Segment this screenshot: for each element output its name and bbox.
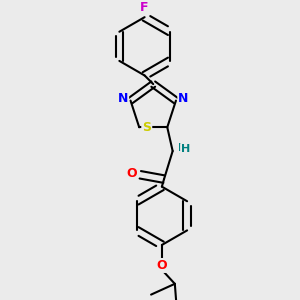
Text: S: S: [142, 121, 151, 134]
Text: O: O: [157, 259, 167, 272]
Text: H: H: [178, 143, 187, 153]
Text: F: F: [140, 1, 149, 14]
Text: N: N: [178, 92, 189, 105]
Text: O: O: [126, 167, 137, 180]
Text: N: N: [118, 92, 128, 105]
Text: H: H: [181, 144, 190, 154]
